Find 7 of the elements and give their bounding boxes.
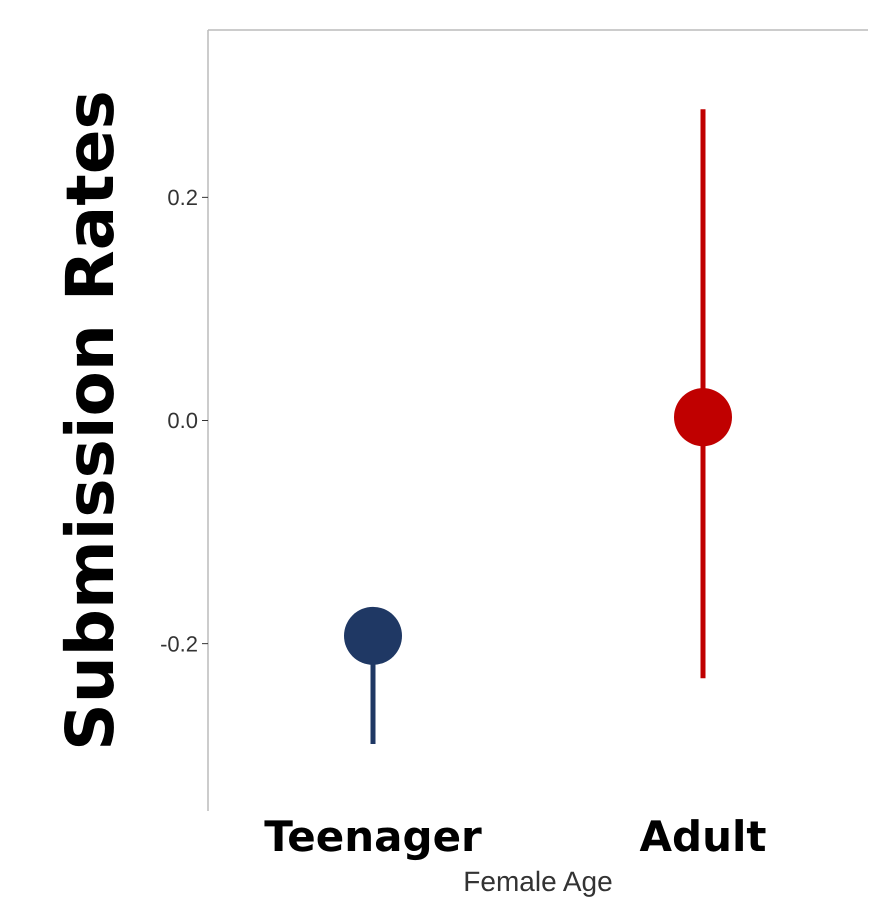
x-tick-label: Teenager [264,812,482,861]
y-tick-label: 0.2 [167,185,198,210]
y-tick-label: 0.0 [167,408,198,434]
x-axis-title: Female Age [463,866,613,897]
x-tick-label: Adult [640,812,766,861]
y-tick-label: -0.2 [160,631,198,656]
y-axis-title: Submission Rates [52,90,129,751]
